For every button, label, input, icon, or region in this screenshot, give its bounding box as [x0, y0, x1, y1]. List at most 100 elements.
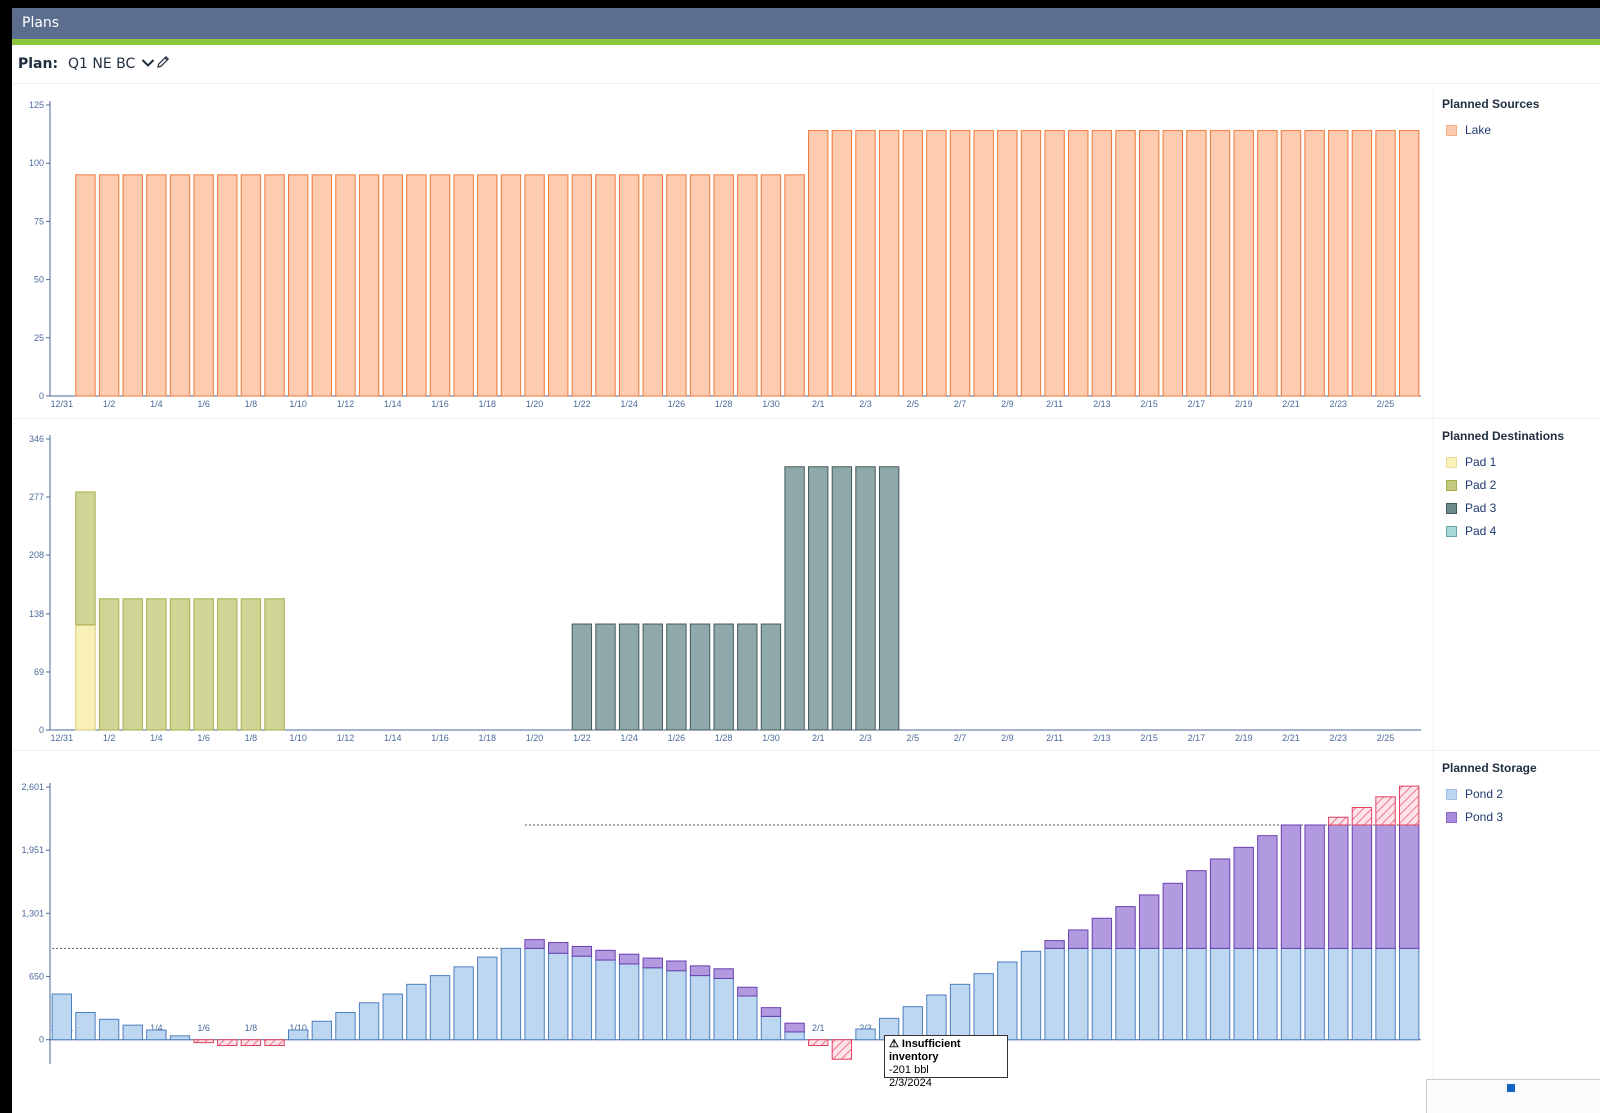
lake-bar	[1304, 130, 1325, 397]
pond-3-bar	[524, 939, 545, 949]
chevron-down-icon	[141, 55, 155, 73]
destinations-legend: Planned Destinations Pad 1 Pad 2 Pad 3 P…	[1433, 419, 1600, 750]
x-tick-label: 12/31	[51, 399, 74, 409]
plans-window: Plans Plan: Q1 NE BC 0 25 50 75 100 125 12/31 1…	[12, 8, 1600, 1113]
lake-bar	[1068, 130, 1089, 397]
pond-2-bar	[689, 975, 711, 1041]
lake-bar	[500, 174, 522, 397]
pad-2-bar	[240, 598, 262, 731]
legend-label: Pond 3	[1465, 810, 1504, 824]
lake-bar	[193, 174, 214, 397]
x-tick-label: 1/20	[526, 733, 544, 743]
pond-3-bar	[1091, 917, 1113, 949]
legend-item-pad-3[interactable]: Pad 3	[1446, 499, 1496, 517]
y-tick-label: 100	[29, 158, 44, 168]
legend-item-lake[interactable]: Lake	[1446, 121, 1491, 139]
pond-2-swatch	[1446, 788, 1457, 800]
x-tick-label: 2/1	[812, 1023, 825, 1033]
storage-legend: Planned Storage Pond 2 Pond 3	[1433, 751, 1600, 1113]
x-tick-label: 2/3	[859, 399, 872, 409]
x-tick-label: 1/10	[289, 733, 307, 743]
pad-3-bar	[666, 623, 687, 731]
x-tick-label: 2/15	[1140, 399, 1158, 409]
lake-bar	[973, 130, 994, 397]
lake-bar	[1233, 130, 1254, 397]
legend-label: Pad 2	[1465, 478, 1497, 492]
pond-2-bar	[737, 995, 758, 1041]
lake-bar	[406, 174, 427, 397]
pond-2-bar	[1068, 947, 1089, 1041]
x-tick-label: 2/23	[1330, 733, 1348, 743]
over-capacity-bar	[1351, 807, 1373, 826]
lake-bar	[382, 174, 403, 397]
edit-plan-button[interactable]	[152, 53, 174, 75]
pad-4-swatch	[1446, 525, 1457, 537]
x-tick-label: 1/2	[103, 733, 116, 743]
pond-2-bar	[595, 959, 616, 1041]
x-tick-label: 1/14	[384, 733, 402, 743]
lake-bar	[358, 174, 380, 397]
pad-2-bar	[146, 598, 167, 731]
title-bar: Plans	[12, 8, 1600, 39]
y-tick-label: 0	[39, 725, 44, 735]
pad-3-bar	[689, 623, 711, 731]
x-tick-label: 1/8	[245, 399, 258, 409]
pond-3-bar	[1115, 906, 1136, 949]
x-tick-label: 1/24	[620, 733, 638, 743]
x-tick-label: 2/13	[1093, 733, 1111, 743]
pond-3-bar	[642, 957, 663, 969]
chart-scrollbar[interactable]	[1426, 1079, 1600, 1113]
lake-bar	[548, 174, 569, 397]
pad-1-swatch	[1446, 456, 1457, 468]
pond-3-bar	[689, 965, 711, 977]
x-tick-label: 1/26	[668, 399, 686, 409]
lake-bar	[926, 130, 947, 397]
pond-3-bar	[1398, 824, 1420, 949]
y-tick-label: 0	[39, 391, 44, 401]
x-tick-label: 1/4	[150, 1023, 163, 1033]
x-tick-label: 2/1	[812, 399, 825, 409]
pad-2-bar	[98, 598, 120, 731]
y-tick-label: 75	[34, 216, 44, 226]
x-tick-label: 2/17	[1188, 399, 1206, 409]
lake-bar	[1020, 130, 1042, 397]
scrollbar-thumb[interactable]	[1507, 1084, 1515, 1092]
lake-bar	[288, 174, 309, 397]
x-tick-label: 2/11	[1046, 733, 1063, 743]
lake-bar	[311, 174, 333, 397]
pond-2-bar	[1044, 947, 1065, 1041]
storage-chart: 06501,3011,9512,60112/311/21/41/61/81/10…	[21, 782, 1421, 1064]
x-tick-label: 1/30	[762, 733, 780, 743]
legend-item-pad-2[interactable]: Pad 2	[1446, 476, 1496, 494]
plan-toolbar: Plan: Q1 NE BC	[12, 45, 1600, 84]
x-tick-label: 1/28	[715, 399, 733, 409]
lake-bar	[75, 174, 96, 397]
lake-bar	[1257, 130, 1278, 397]
pad-3-bar	[595, 623, 616, 731]
pond-2-bar	[1351, 947, 1373, 1041]
legend-item-pad-1[interactable]: Pad 1	[1446, 453, 1496, 471]
over-capacity-bar	[1328, 816, 1349, 826]
plan-dropdown[interactable]: Q1 NE BC	[64, 52, 159, 76]
legend-item-pond-3[interactable]: Pond 3	[1446, 808, 1503, 826]
pond-2-bar	[500, 947, 522, 1041]
pond-3-bar	[1328, 824, 1349, 949]
pad-2-bar	[122, 598, 143, 731]
deficit-bar	[240, 1039, 262, 1047]
lake-bar	[335, 174, 356, 397]
pond-3-bar	[618, 953, 640, 965]
pond-2-bar	[335, 1012, 356, 1041]
y-tick-label: 1,951	[21, 845, 44, 855]
legend-item-pad-4[interactable]: Pad 4	[1446, 522, 1496, 540]
pad-2-bar	[264, 598, 285, 731]
lake-bar	[98, 174, 120, 397]
pond-2-bar	[406, 983, 427, 1041]
pond-3-bar	[1186, 870, 1207, 949]
legend-item-pond-2[interactable]: Pond 2	[1446, 785, 1503, 803]
pond-2-bar	[548, 952, 569, 1041]
pond-2-bar	[618, 963, 640, 1041]
x-tick-label: 2/9	[1001, 733, 1014, 743]
lake-bar	[808, 130, 829, 397]
pond-2-bar	[358, 1002, 380, 1041]
pond-2-bar	[288, 1029, 309, 1041]
